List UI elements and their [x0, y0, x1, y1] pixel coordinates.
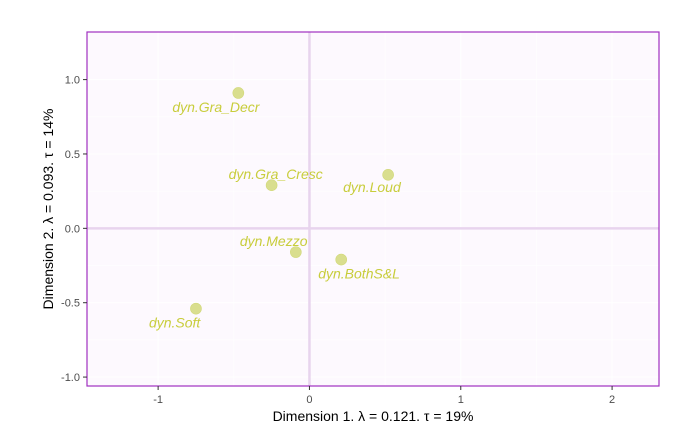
- plot-border: [86, 31, 660, 387]
- point-label-dyn-soft: dyn.Soft: [149, 315, 201, 331]
- y-tick-label: 0.5: [65, 149, 80, 161]
- point-dyn-boths-l: [335, 253, 348, 266]
- point-label-dyn-loud: dyn.Loud: [343, 179, 402, 195]
- point-dyn-gra-decr: [232, 87, 245, 99]
- zero-lines: [87, 32, 659, 386]
- y-tick-label: 1.0: [65, 75, 80, 87]
- plot-panel: [87, 32, 659, 386]
- axis-ticks: -1 0 1 2 -1.0 -0.5 0.0 0.5 1.0: [61, 75, 615, 406]
- point-label-dyn-gra-decr: dyn.Gra_Decr: [172, 99, 260, 115]
- x-tick-label: 2: [609, 394, 615, 406]
- point-dyn-mezzo: [290, 246, 302, 258]
- y-axis-title: Dimension 2. λ = 0.093. τ = 14%: [40, 109, 56, 310]
- point-label-dyn-gra-cresc: dyn.Gra_Cresc: [229, 166, 323, 182]
- point-label-dyn-mezzo: dyn.Mezzo: [240, 233, 308, 249]
- points-layer: [190, 87, 394, 315]
- point-labels-layer: dyn.Gra_Decr dyn.Gra_Cresc dyn.Loud dyn.Mez…: [149, 99, 402, 331]
- x-tick-label: 1: [458, 394, 464, 406]
- x-tick-label: -1: [153, 394, 163, 406]
- point-dyn-gra-cresc: [265, 179, 278, 192]
- y-tick-label: -0.5: [61, 298, 80, 310]
- y-tick-label: 0.0: [65, 223, 80, 235]
- point-label-dyn-boths-l: dyn.BothS&L: [318, 266, 400, 282]
- point-dyn-loud: [382, 168, 394, 181]
- y-tick-label: -1.0: [61, 372, 80, 384]
- point-dyn-soft: [190, 302, 202, 315]
- x-tick-label: 0: [306, 394, 312, 406]
- x-axis-title: Dimension 1. λ = 0.121. τ = 19%: [273, 408, 474, 424]
